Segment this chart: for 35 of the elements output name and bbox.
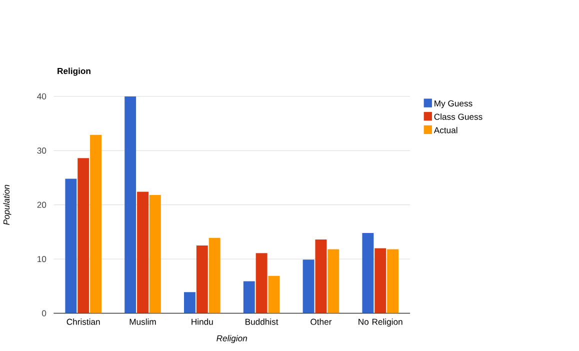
bar — [302, 260, 314, 314]
legend-label: Class Guess — [434, 114, 482, 120]
bar — [315, 240, 327, 314]
y-tick-label: 30 — [37, 148, 46, 154]
x-tick-label: Buddhist — [246, 318, 278, 326]
bar — [256, 253, 268, 314]
y-tick-label: 10 — [38, 256, 46, 262]
bar — [90, 135, 102, 314]
y-tick-label: 40 — [37, 93, 46, 100]
x-tick-label: Muslim — [130, 318, 156, 326]
bar — [387, 249, 399, 314]
bar — [208, 238, 220, 314]
bar — [78, 158, 90, 314]
bar — [268, 276, 280, 314]
bar — [65, 178, 77, 314]
bar — [328, 249, 340, 314]
bar — [196, 246, 208, 314]
bar — [137, 192, 148, 314]
bar — [149, 195, 161, 314]
bar — [374, 248, 386, 314]
x-axis-title: Religion — [216, 335, 247, 344]
x-tick-label: No Religion — [358, 318, 402, 327]
x-tick-label: Other — [310, 318, 332, 326]
legend-label: Actual — [434, 127, 458, 134]
x-tick-label: Christian — [66, 318, 100, 326]
bar — [362, 233, 374, 314]
bar — [243, 281, 255, 314]
y-axis-title: Population — [3, 185, 12, 226]
y-tick-label: 20 — [37, 202, 46, 208]
bar — [124, 96, 136, 314]
x-tick-label: Hindu — [192, 318, 213, 326]
legend-label: My Guess — [434, 100, 472, 108]
bar — [184, 292, 196, 314]
chart-title: Religion — [58, 68, 90, 76]
y-tick-label: 0 — [42, 310, 46, 316]
